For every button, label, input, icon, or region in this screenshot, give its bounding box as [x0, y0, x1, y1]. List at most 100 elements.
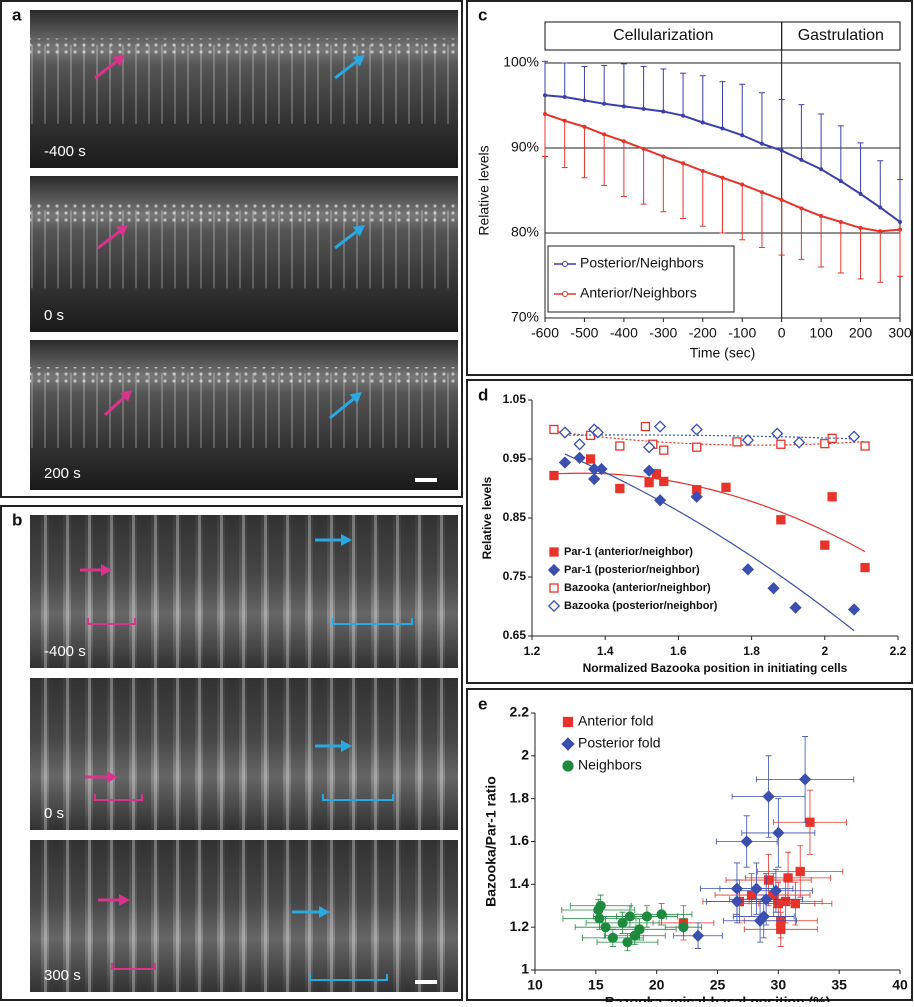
arrow: [315, 534, 352, 546]
x-tick-label: 100: [809, 325, 833, 341]
arrow: [292, 906, 330, 918]
point: [641, 106, 646, 111]
marker: [607, 932, 618, 943]
point: [838, 179, 843, 184]
x-tick-label: 2.2: [890, 644, 907, 658]
marker: [732, 437, 742, 447]
point: [759, 141, 764, 146]
marker: [740, 835, 753, 848]
point: [898, 227, 902, 232]
marker: [644, 477, 654, 488]
x-tick-label: -100: [728, 325, 756, 341]
bracket: [322, 794, 394, 801]
arrow: [98, 894, 130, 906]
marker: [595, 900, 606, 911]
arrow-head: [341, 740, 352, 752]
x-tick-label: 35: [831, 977, 847, 993]
point: [779, 197, 784, 202]
marker: [615, 441, 625, 451]
point: [582, 98, 587, 103]
x-axis-label: Normalized Bazooka position in initiatin…: [583, 661, 848, 675]
x-tick-label: -500: [570, 325, 598, 341]
point: [661, 109, 666, 114]
arrow-shaft: [94, 60, 118, 80]
arrow-shaft: [97, 230, 121, 250]
phase-label: Gastrulation: [798, 27, 884, 44]
point: [720, 175, 725, 180]
panel-label: e: [478, 694, 487, 713]
y-tick-label: 100%: [503, 54, 539, 70]
y-tick-label: 90%: [511, 139, 539, 155]
legend-label: Posterior/Neighbors: [580, 255, 704, 271]
marker: [656, 909, 667, 920]
marker: [690, 490, 703, 503]
x-tick-label: 10: [527, 977, 543, 993]
marker: [651, 469, 662, 479]
legend-label: Bazooka (anterior/neighbor): [564, 582, 711, 594]
point: [661, 154, 666, 159]
arrow-head: [319, 906, 330, 918]
point: [740, 182, 745, 187]
axes: [531, 400, 898, 637]
arrow-shaft: [103, 396, 125, 417]
marker: [634, 924, 645, 935]
marker: [573, 451, 586, 464]
marker: [558, 456, 572, 469]
legend-swatch: [549, 547, 559, 557]
time-label: -400 s: [44, 643, 86, 660]
marker: [600, 922, 611, 933]
legend-label: Posterior fold: [578, 735, 660, 751]
panel-border: [466, 379, 913, 684]
arrow: [85, 771, 118, 783]
legend-swatch: [562, 261, 568, 267]
marker: [772, 826, 785, 840]
marker: [820, 439, 830, 449]
arrow: [334, 225, 365, 250]
phase-box: [781, 21, 901, 51]
marker: [827, 433, 837, 444]
legend-swatch: [562, 291, 568, 297]
marker: [690, 423, 703, 436]
y-tick-label: 1.8: [510, 789, 530, 805]
y-tick-label: 2: [521, 747, 529, 763]
micrograph-texture: [30, 210, 458, 289]
arrow-head: [119, 390, 132, 402]
marker: [780, 896, 791, 907]
y-tick-label: 2.2: [510, 704, 530, 720]
marker: [760, 893, 773, 906]
micrograph-texture: [30, 678, 458, 830]
legend-label: Neighbors: [578, 757, 642, 773]
bracket: [87, 618, 136, 625]
bracket: [332, 618, 413, 625]
arrow: [315, 740, 352, 752]
x-tick-label: 1.2: [524, 644, 541, 658]
point: [878, 205, 883, 210]
marker: [617, 917, 628, 928]
bracket: [94, 794, 143, 801]
y-axis-label: Relative levels: [476, 145, 492, 235]
marker: [691, 929, 705, 942]
marker: [795, 866, 805, 877]
arrow-head: [112, 55, 125, 67]
y-axis-label: Bazooka/Par-1 ratio: [483, 776, 499, 907]
point: [621, 139, 626, 144]
point: [582, 124, 587, 129]
y-tick-label: 1.4: [510, 875, 530, 891]
marker: [549, 424, 559, 435]
panel-border: [0, 0, 463, 498]
micrograph-texture: [30, 367, 458, 385]
legend-label: Par-1 (posterior/neighbor): [564, 564, 700, 576]
trend-line: [553, 430, 866, 446]
x-tick-label: 300: [888, 325, 912, 341]
arrow: [80, 564, 112, 576]
x-tick-label: 40: [892, 977, 908, 993]
point: [602, 132, 607, 137]
arrow-shaft: [334, 230, 358, 250]
marker: [653, 420, 667, 433]
marker: [653, 494, 667, 507]
marker: [763, 875, 774, 885]
point: [838, 219, 843, 224]
marker: [588, 472, 601, 486]
legend-swatch: [549, 583, 559, 593]
